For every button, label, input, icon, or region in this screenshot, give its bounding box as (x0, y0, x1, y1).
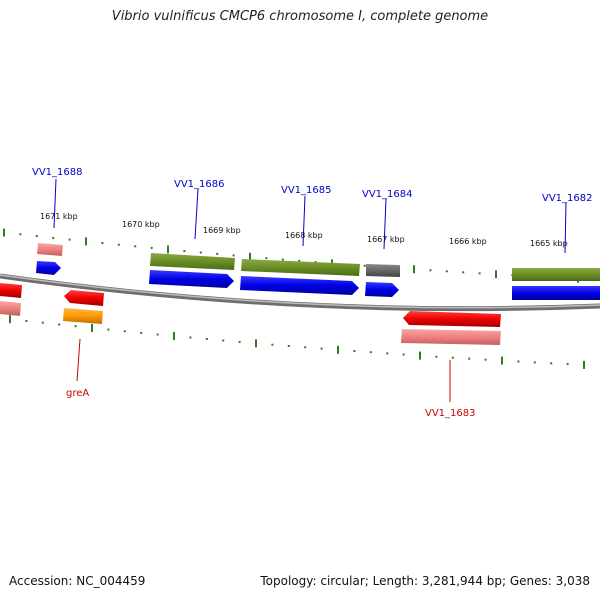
pseudogene-feature[interactable] (366, 264, 400, 277)
accession-text: Accession: NC_004459 (9, 574, 146, 588)
cds-forward-arrow[interactable] (240, 276, 359, 295)
kbp-label: 1666 kbp (449, 237, 487, 246)
gene-feature[interactable] (37, 243, 63, 256)
gene-feature[interactable] (0, 301, 21, 316)
label-leader (564, 202, 567, 254)
genome-backbone-highlight (0, 274, 600, 309)
label-leader (383, 198, 387, 250)
cds-reverse-arrow[interactable] (403, 311, 501, 327)
cds-reverse-arrow[interactable] (0, 283, 22, 298)
map-title: Vibrio vulnificus CMCP6 chromosome I, co… (111, 9, 489, 24)
cds-forward-arrow[interactable] (149, 270, 234, 288)
label-leader (194, 188, 199, 240)
gene-feature[interactable] (512, 268, 600, 281)
genome-summary-text: Topology: circular; Length: 3,281,944 bp… (260, 574, 590, 588)
gene-label-forward[interactable]: VV1_1682 (542, 193, 593, 204)
gene-label-forward[interactable]: VV1_1688 (32, 167, 83, 178)
kbp-label: 1670 kbp (122, 220, 160, 229)
kbp-label: 1665 kbp (530, 239, 568, 248)
cds-forward-arrow[interactable] (365, 282, 399, 297)
kbp-label: 1671 kbp (40, 212, 78, 221)
label-leader (76, 338, 81, 382)
gene-label-forward[interactable]: VV1_1686 (174, 179, 225, 190)
gene-label-reverse[interactable]: VV1_1683 (425, 408, 476, 419)
label-leader (302, 195, 306, 247)
cds-forward-arrow[interactable] (36, 261, 61, 275)
kbp-label: 1667 kbp (367, 235, 405, 244)
kbp-label: 1669 kbp (203, 226, 241, 235)
label-leader (53, 178, 57, 229)
tick-row-lower (9, 315, 585, 369)
cds-reverse-arrow[interactable] (64, 290, 104, 306)
gene-feature[interactable] (241, 259, 360, 276)
genome-backbone (0, 273, 600, 312)
gene-feature[interactable] (150, 253, 235, 270)
cds-forward-arrow[interactable] (512, 286, 600, 300)
gene-label-reverse[interactable]: greA (66, 388, 89, 399)
gene-label-forward[interactable]: VV1_1684 (362, 189, 413, 200)
gene-feature[interactable] (401, 329, 501, 345)
rna-feature[interactable] (63, 308, 103, 324)
gene-label-forward[interactable]: VV1_1685 (281, 185, 332, 196)
